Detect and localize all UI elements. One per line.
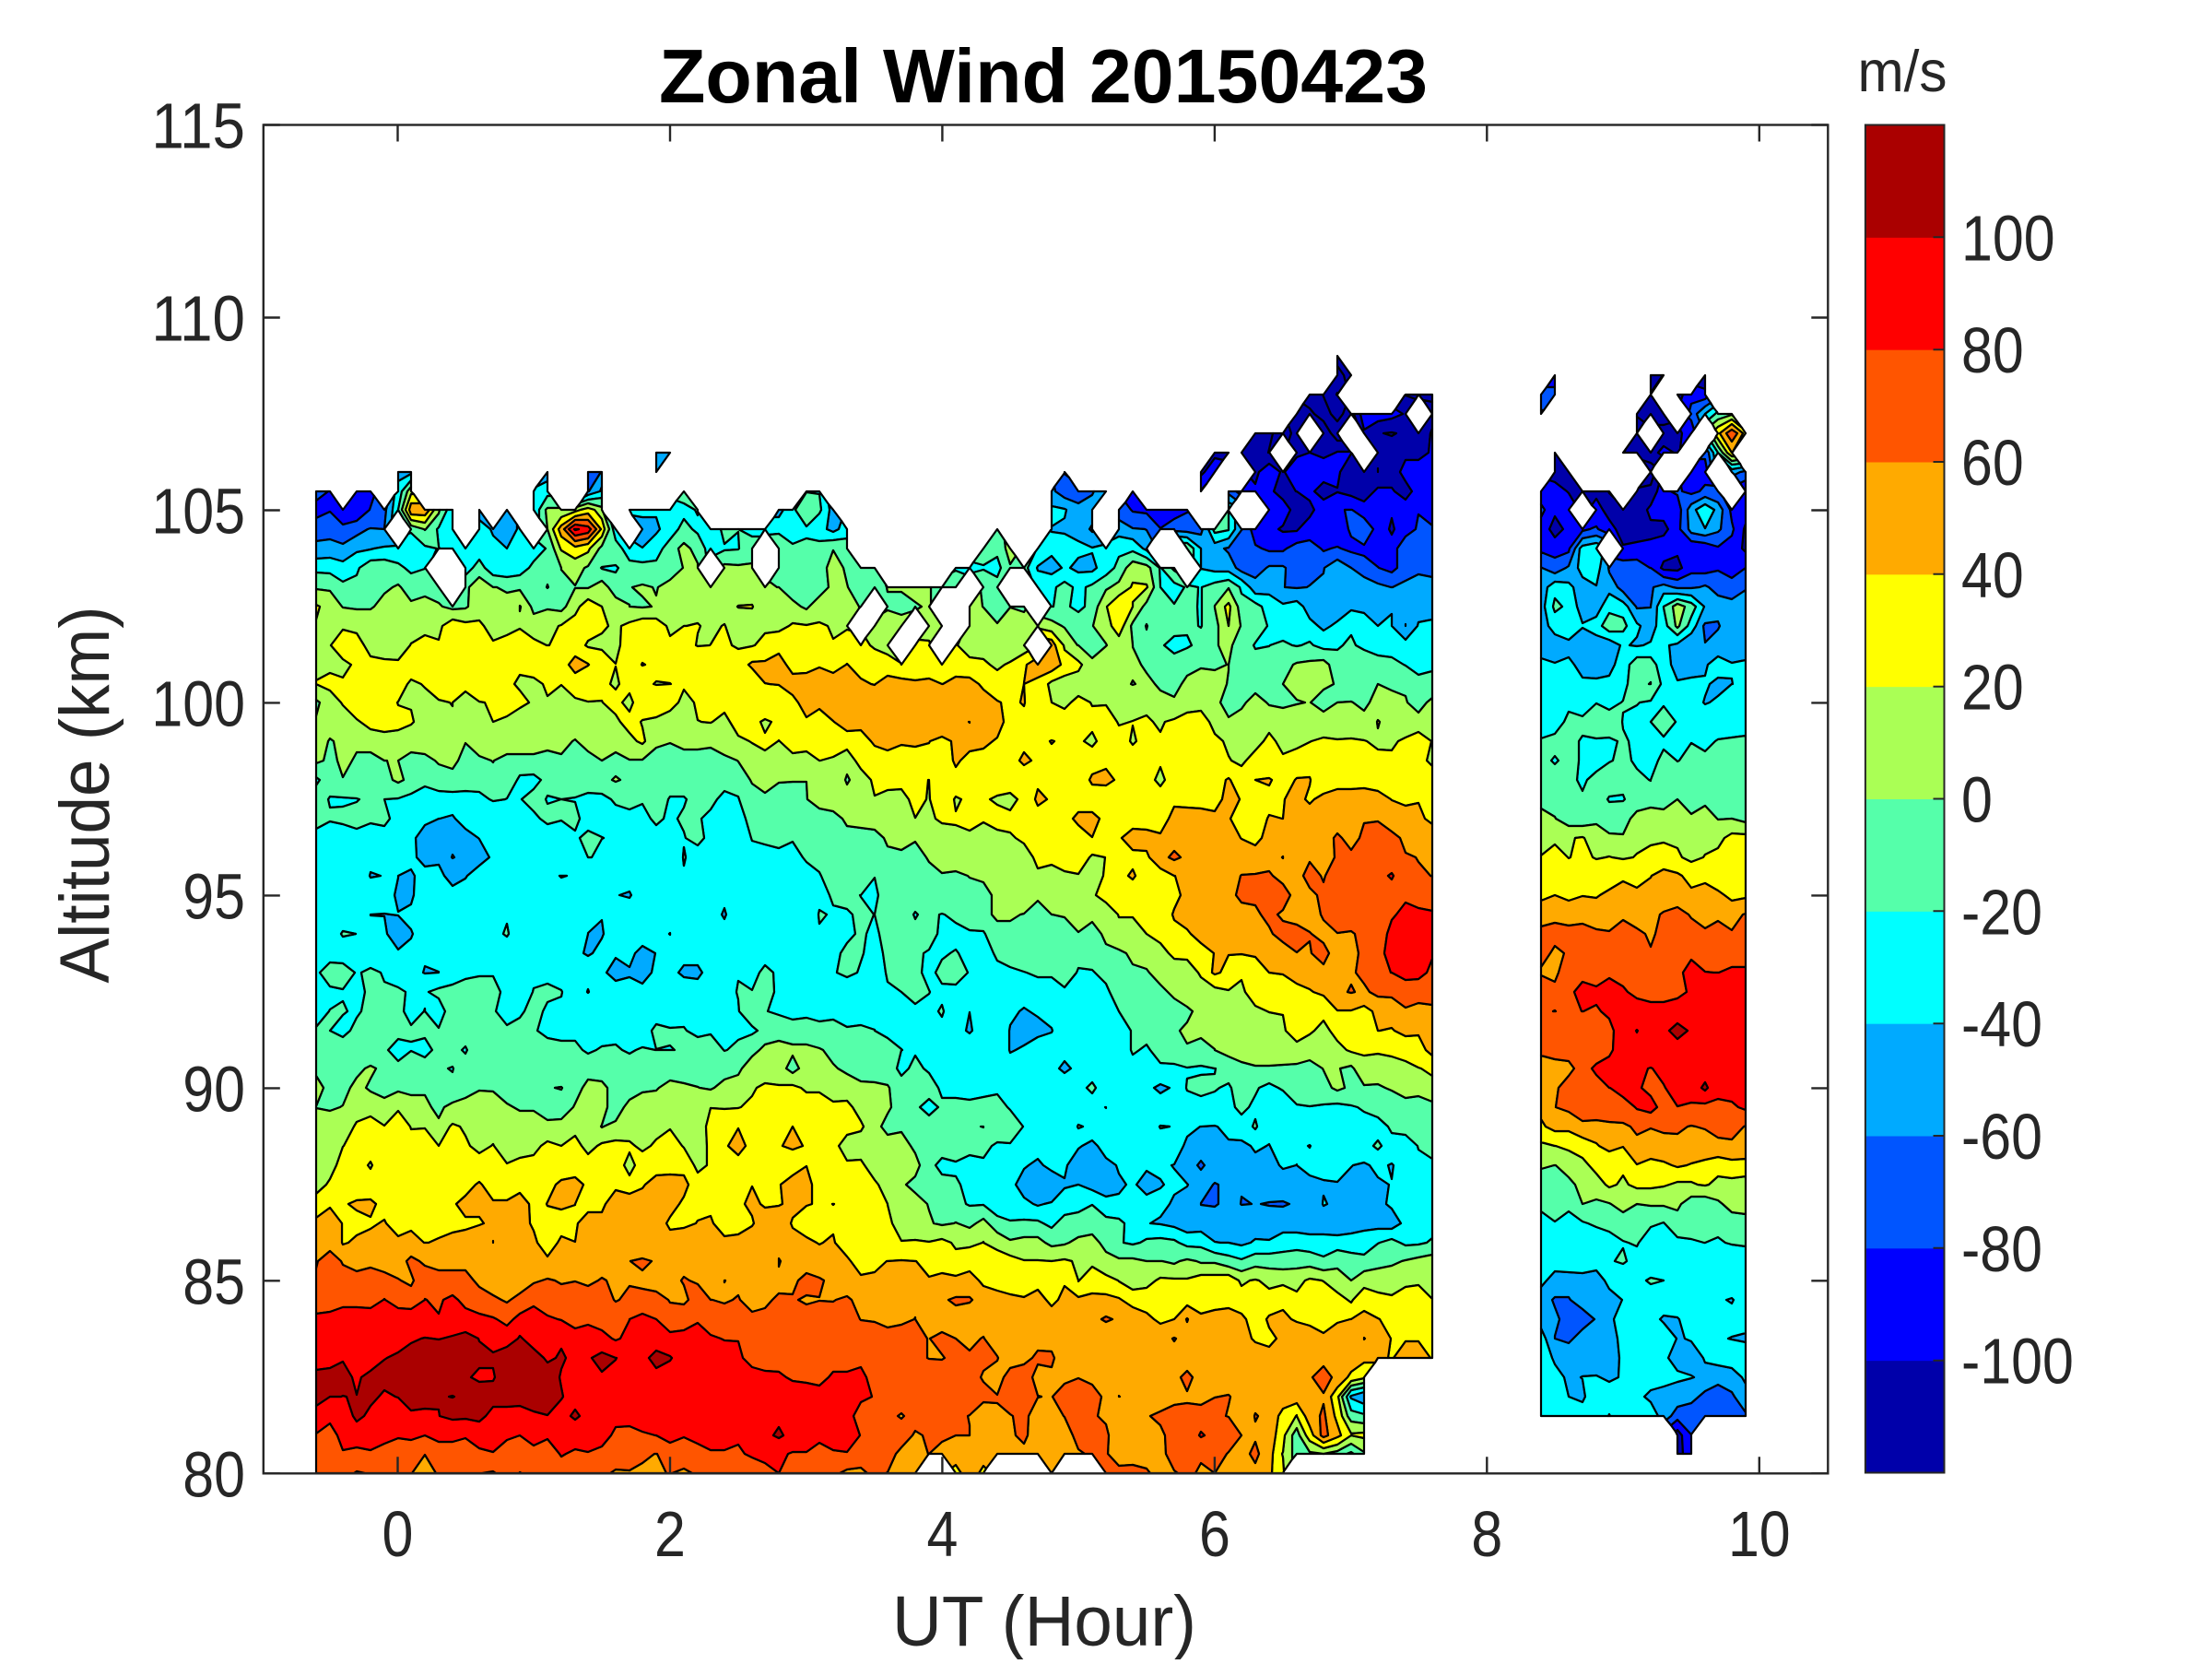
svg-text:60: 60 <box>1961 427 2024 499</box>
svg-text:m/s: m/s <box>1858 40 1947 104</box>
svg-text:80: 80 <box>1961 314 2024 386</box>
svg-text:6: 6 <box>1199 1498 1230 1570</box>
svg-text:100: 100 <box>151 667 245 739</box>
svg-text:110: 110 <box>151 283 245 355</box>
svg-text:2: 2 <box>654 1498 686 1570</box>
svg-text:-60: -60 <box>1961 1101 2042 1173</box>
svg-text:105: 105 <box>151 476 245 548</box>
svg-text:40: 40 <box>1961 539 2024 611</box>
svg-text:4: 4 <box>926 1498 958 1570</box>
svg-text:Altitude (km): Altitude (km) <box>46 607 124 984</box>
svg-text:-80: -80 <box>1961 1213 2042 1285</box>
svg-text:20: 20 <box>1961 652 2024 724</box>
svg-text:100: 100 <box>1961 202 2055 274</box>
svg-text:Zonal Wind 20150423: Zonal Wind 20150423 <box>659 33 1428 119</box>
svg-text:-20: -20 <box>1961 876 2042 948</box>
svg-text:0: 0 <box>382 1498 414 1570</box>
svg-text:90: 90 <box>182 1053 245 1125</box>
svg-text:-100: -100 <box>1961 1326 2074 1398</box>
svg-text:95: 95 <box>182 860 245 932</box>
svg-text:115: 115 <box>151 90 245 162</box>
svg-text:UT (Hour): UT (Hour) <box>892 1582 1196 1659</box>
svg-text:-40: -40 <box>1961 988 2042 1060</box>
svg-text:8: 8 <box>1471 1498 1502 1570</box>
svg-text:10: 10 <box>1728 1498 1791 1570</box>
svg-text:0: 0 <box>1961 764 1993 836</box>
svg-text:80: 80 <box>182 1438 245 1510</box>
svg-text:85: 85 <box>182 1245 245 1317</box>
